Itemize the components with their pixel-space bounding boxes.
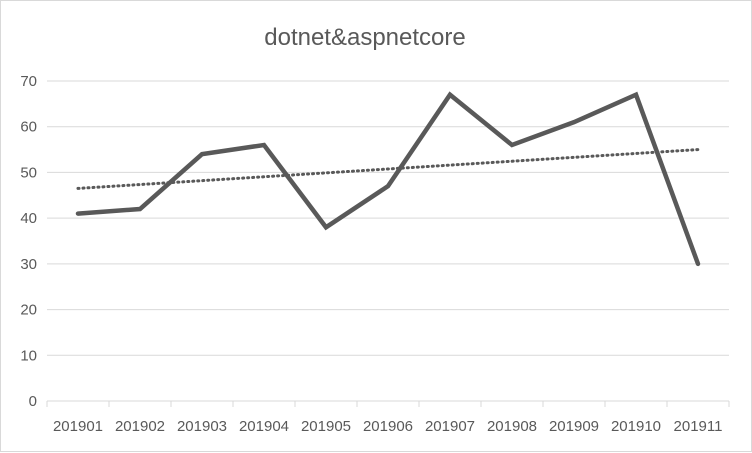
y-axis-ticks: 0 10 20 30 40 50 60 70 — [20, 73, 37, 410]
x-tick-label: 201906 — [363, 418, 413, 435]
y-tick-label: 70 — [20, 73, 37, 90]
x-tick-label: 201911 — [674, 418, 723, 435]
x-axis — [47, 401, 729, 407]
y-tick-label: 10 — [20, 347, 37, 364]
x-tick-label: 201904 — [239, 418, 289, 435]
gridlines — [47, 81, 729, 355]
y-tick-label: 40 — [20, 210, 37, 227]
y-tick-label: 50 — [20, 164, 37, 181]
x-tick-label: 201905 — [301, 418, 351, 435]
x-tick-label: 201907 — [425, 418, 475, 435]
x-tick-label: 201909 — [549, 418, 599, 435]
x-tick-label: 201901 — [53, 418, 103, 435]
x-tick-label: 201908 — [487, 418, 537, 435]
x-axis-ticks: 201901 201902 201903 201904 201905 201906 2019… — [53, 418, 723, 435]
x-tick-label: 201902 — [115, 418, 165, 435]
y-tick-label: 60 — [20, 119, 37, 136]
y-tick-label: 30 — [20, 256, 37, 273]
y-tick-label: 0 — [29, 393, 37, 410]
chart-title: dotnet&aspnetcore — [264, 24, 465, 51]
x-tick-label: 201910 — [611, 418, 661, 435]
y-tick-label: 20 — [20, 302, 37, 319]
series-line-0 — [78, 95, 698, 264]
x-tick-label: 201903 — [177, 418, 227, 435]
series-group — [78, 95, 698, 264]
